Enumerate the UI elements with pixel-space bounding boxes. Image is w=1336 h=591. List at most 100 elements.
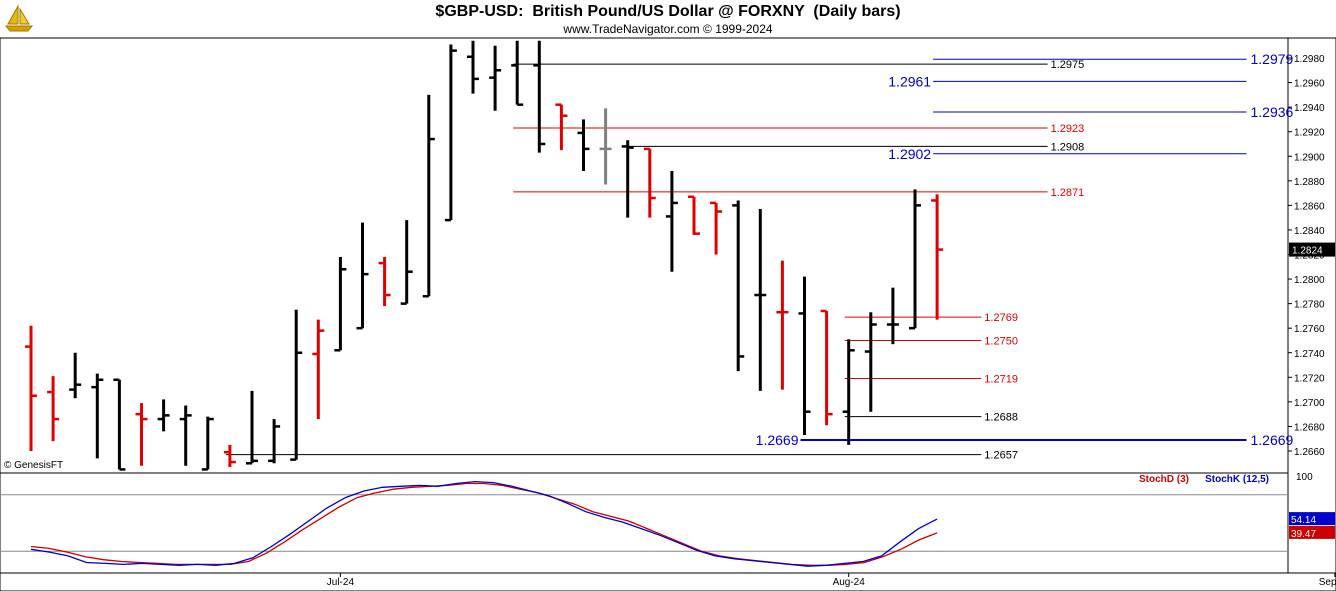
stoch-last-value-label: 39.47 — [1291, 529, 1316, 540]
price-tick-label: 1.2660 — [1294, 447, 1325, 458]
ohlc-bar — [886, 287, 899, 345]
level-label: 1.2923 — [1051, 123, 1085, 135]
level-label: 1.2669 — [1251, 432, 1294, 448]
x-axis-area — [0, 572, 1336, 591]
last-price-box — [1289, 242, 1335, 257]
ohlc-bar — [577, 119, 590, 171]
level-label: 1.2669 — [756, 432, 799, 448]
ohlc-bar — [643, 147, 656, 218]
price-tick-label: 1.2800 — [1294, 275, 1325, 286]
price-tick-label: 1.2940 — [1294, 103, 1325, 114]
price-tick-label: 1.2840 — [1294, 226, 1325, 237]
ohlc-bar — [179, 405, 192, 466]
price-tick-label: 1.2980 — [1294, 54, 1325, 65]
stoch-tick-label: 100 — [1296, 472, 1313, 483]
chart-header: $GBP-USD: British Pound/US Dollar @ FORX… — [0, 0, 1336, 38]
price-panel — [0, 37, 1289, 474]
price-tick-label: 1.2740 — [1294, 349, 1325, 360]
ohlc-bar — [710, 201, 723, 255]
ohlc-bar — [422, 94, 435, 298]
price-tick-label: 1.2680 — [1294, 422, 1325, 433]
ohlc-bar — [820, 309, 833, 426]
level-label: 1.2750 — [984, 335, 1018, 347]
level-label: 1.2769 — [984, 312, 1018, 324]
ohlc-bar — [312, 319, 325, 420]
ohlc-bar — [467, 40, 479, 94]
level-label: 1.2657 — [984, 450, 1018, 462]
price-levels: 1.2979 1.2975 1.2961 1.2936 1.2923 1.2908 1.29… — [225, 51, 1294, 462]
ohlc-bar — [489, 45, 502, 111]
ohlc-bar — [91, 373, 104, 459]
stochastic-lines: 100 39.47 54.14 StochD (3) StochK (12,5) — [0, 472, 1335, 567]
ohlc-bar — [798, 276, 811, 436]
date-tick-label: Aug-24 — [833, 577, 866, 588]
ohlc-bar — [378, 256, 391, 307]
ohlc-bar — [290, 309, 303, 461]
ohlc-bar — [113, 378, 126, 471]
y-axis-area — [1287, 37, 1336, 574]
price-tick-label: 1.2960 — [1294, 79, 1325, 90]
ohlc-bar — [246, 390, 258, 465]
level-label: 1.2936 — [1251, 104, 1294, 120]
ohlc-bar — [665, 170, 678, 272]
price-tick-label: 1.2780 — [1294, 300, 1325, 311]
ohlc-bar — [135, 403, 148, 466]
date-tick-label: Jul-24 — [327, 577, 355, 588]
stoch-legend-d: StochD (3) — [1139, 474, 1189, 485]
price-tick-label: 1.2700 — [1294, 398, 1325, 409]
ohlc-bar — [69, 352, 82, 399]
ohlc-bar — [732, 200, 745, 372]
ohlc-bar — [25, 325, 37, 451]
chart-title: $GBP-USD: British Pound/US Dollar @ FORX… — [435, 3, 901, 20]
gold-sailboat-logo-icon — [4, 3, 34, 33]
level-label: 1.2961 — [888, 73, 931, 89]
price-tick-label: 1.2860 — [1294, 201, 1325, 212]
level-label: 1.2908 — [1051, 141, 1085, 153]
date-tick-label: Sep-24 — [1319, 577, 1336, 588]
ohlc-bar — [268, 419, 281, 464]
last-price-label: 1.2824 — [1292, 246, 1323, 257]
ohlc-bar — [864, 312, 877, 412]
stochastic-panel — [0, 472, 1289, 574]
price-axis: 1.2980 1.2960 1.2940 1.2920 1.2900 1.2880 1.28… — [1288, 54, 1335, 458]
ohlc-bar — [533, 40, 546, 153]
stoch-last-value-box — [1289, 525, 1335, 539]
ohlc-bar — [842, 339, 855, 445]
ohlc-bar — [201, 416, 214, 471]
ohlc-bar — [776, 260, 789, 390]
level-label: 1.2871 — [1051, 187, 1085, 199]
level-label: 1.2719 — [984, 374, 1018, 386]
ohlc-bar — [909, 189, 921, 330]
ohlc-bar — [400, 220, 413, 305]
genesis-watermark: © GenesisFT — [4, 460, 63, 471]
ohlc-bar — [511, 40, 524, 106]
ohlc-bar — [157, 399, 170, 432]
date-axis: Jul-24 Aug-24 Sep-24 — [327, 573, 1336, 588]
price-tick-label: 1.2880 — [1294, 177, 1325, 188]
ohlc-bar — [223, 444, 236, 467]
level-label: 1.2979 — [1251, 51, 1294, 67]
ohlc-bar — [688, 195, 700, 235]
ohlc-bar — [931, 194, 944, 320]
ohlc-bar — [754, 209, 767, 391]
price-tick-label: 1.2920 — [1294, 128, 1325, 139]
ohlc-bar — [334, 256, 347, 352]
ohlc-bar — [555, 103, 568, 151]
price-tick-label: 1.2720 — [1294, 373, 1325, 384]
ohlc-bar — [356, 222, 369, 330]
ohlc-bars — [25, 40, 944, 471]
level-label: 1.2688 — [984, 412, 1018, 424]
price-tick-label: 1.2760 — [1294, 324, 1325, 335]
stoch-last-value-label: 54.14 — [1291, 515, 1316, 526]
level-label: 1.2902 — [888, 146, 931, 162]
ohlc-bar — [599, 108, 612, 185]
stoch-last-value-box — [1289, 512, 1335, 526]
stoch-legend-k: StochK (12,5) — [1205, 474, 1269, 485]
ohlc-bar — [47, 376, 60, 442]
chart-subtitle: www.TradeNavigator.com © 1999-2024 — [563, 22, 773, 36]
ohlc-bar — [621, 140, 634, 218]
level-label: 1.2975 — [1051, 59, 1085, 71]
stoch-series-line — [30, 480, 938, 567]
price-tick-label: 1.2900 — [1294, 152, 1325, 163]
